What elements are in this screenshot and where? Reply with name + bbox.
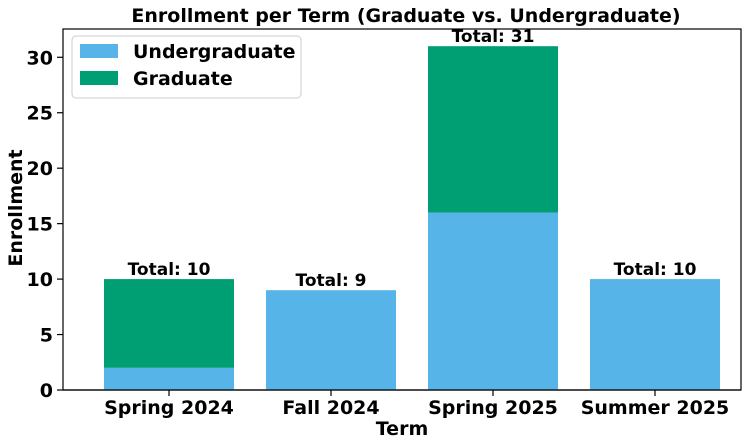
legend-swatch-graduate [80, 71, 118, 85]
total-label-1: Total: 9 [296, 271, 367, 291]
y-tick-label: 15 [27, 214, 53, 236]
bar-undergraduate-0 [104, 367, 234, 390]
bar-graduate-2 [428, 46, 558, 213]
total-labels: Total: 10 Total: 9 Total: 31 Total: 10 [128, 27, 697, 291]
bar-undergraduate-2 [428, 212, 558, 390]
total-label-0: Total: 10 [128, 260, 211, 280]
y-axis: 0 5 10 15 20 25 30 [27, 47, 63, 402]
x-axis-label: Term [376, 418, 429, 440]
y-tick-label: 5 [40, 325, 53, 347]
x-tick-label: Spring 2025 [428, 397, 558, 419]
total-label-3: Total: 10 [614, 260, 697, 280]
legend-label-undergraduate: Undergraduate [133, 41, 296, 63]
y-tick-label: 0 [40, 380, 53, 402]
y-axis-label: Enrollment [5, 149, 27, 266]
y-tick-label: 25 [27, 103, 53, 125]
bar-undergraduate-1 [266, 290, 396, 390]
x-tick-label: Spring 2024 [104, 397, 234, 419]
legend: Undergraduate Graduate [71, 35, 302, 99]
legend-label-graduate: Graduate [133, 68, 233, 90]
legend-box [71, 35, 302, 99]
bars [63, 46, 741, 391]
total-label-2: Total: 31 [452, 27, 535, 47]
y-tick-label: 30 [27, 47, 53, 69]
bar-graduate-0 [104, 279, 234, 368]
x-tick-label: Summer 2025 [581, 397, 730, 419]
chart-title: Enrollment per Term (Graduate vs. Underg… [131, 5, 680, 27]
y-tick-label: 20 [27, 158, 53, 180]
x-tick-label: Fall 2024 [282, 397, 379, 419]
y-tick-label: 10 [27, 269, 53, 291]
legend-swatch-undergraduate [80, 44, 118, 58]
x-axis: Spring 2024 Fall 2024 Spring 2025 Summer 20… [104, 390, 729, 419]
bar-undergraduate-3 [590, 279, 720, 390]
